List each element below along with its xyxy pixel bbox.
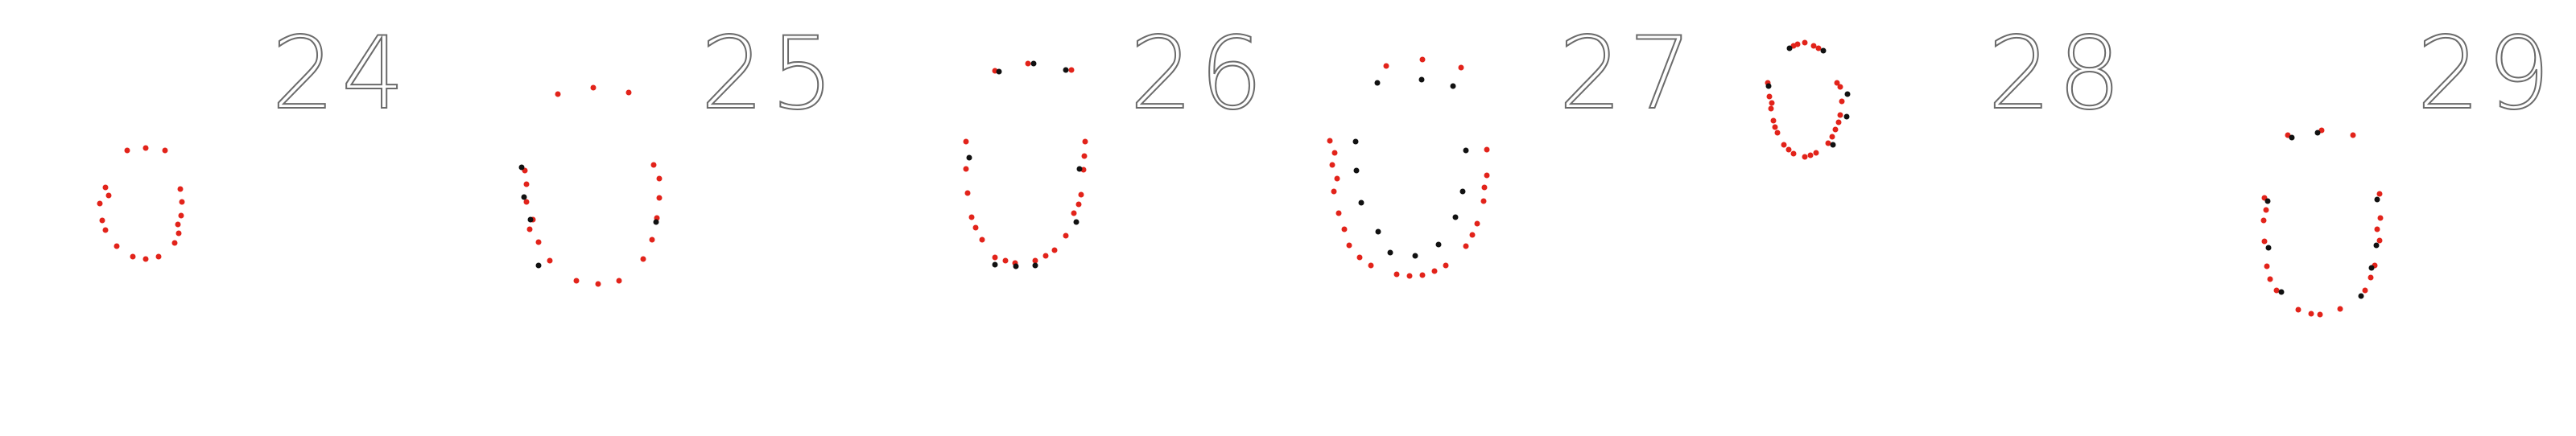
point-cloud [1327,56,1490,279]
panel-number: 27 [1558,16,1699,132]
panel-number: 28 [1987,16,2128,132]
panel-number: 26 [1129,16,1269,132]
point-cloud [1765,39,1851,160]
point-cloud [963,60,1088,269]
panel-25: 25 [429,0,858,436]
panel-27: 27 [1287,0,1716,436]
point-cloud [518,84,663,287]
panel-24: 24 [0,0,429,436]
panel-number: 29 [2416,16,2557,132]
panel-28: 28 [1716,0,2145,436]
panel-number: 24 [270,16,411,132]
panel-number: 25 [700,16,840,132]
panel-26: 26 [858,0,1287,436]
panel-29: 29 [2145,0,2574,436]
point-cloud [2260,127,2384,318]
point-cloud [97,145,185,262]
